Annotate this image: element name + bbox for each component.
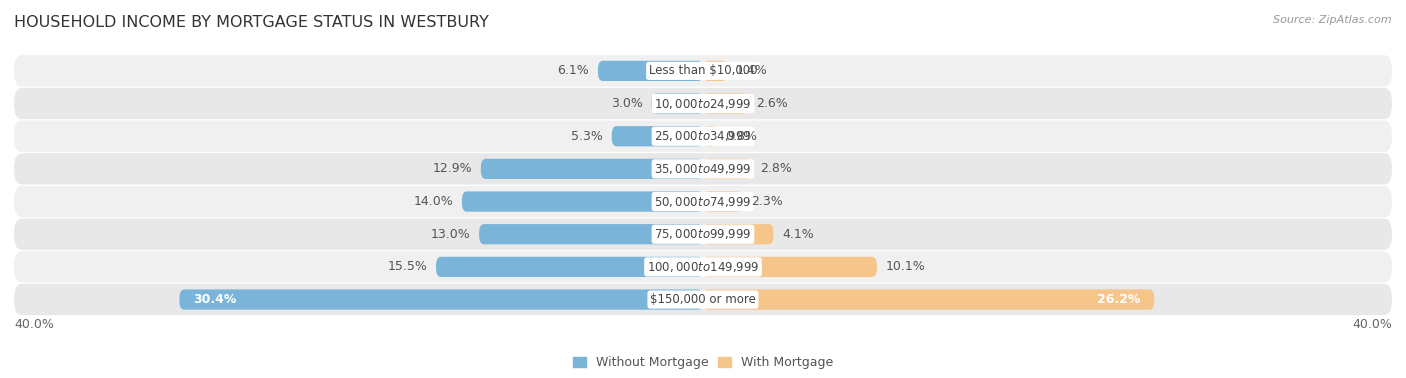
FancyBboxPatch shape: [180, 290, 703, 310]
FancyBboxPatch shape: [703, 126, 717, 146]
FancyBboxPatch shape: [703, 224, 773, 244]
Text: 40.0%: 40.0%: [14, 318, 53, 330]
FancyBboxPatch shape: [479, 224, 703, 244]
Text: $10,000 to $24,999: $10,000 to $24,999: [654, 96, 752, 110]
Legend: Without Mortgage, With Mortgage: Without Mortgage, With Mortgage: [574, 356, 832, 369]
Text: 26.2%: 26.2%: [1097, 293, 1140, 306]
Text: 1.4%: 1.4%: [735, 64, 768, 77]
FancyBboxPatch shape: [14, 284, 1392, 315]
Text: Source: ZipAtlas.com: Source: ZipAtlas.com: [1274, 15, 1392, 25]
FancyBboxPatch shape: [703, 61, 727, 81]
Text: $75,000 to $99,999: $75,000 to $99,999: [654, 227, 752, 241]
FancyBboxPatch shape: [436, 257, 703, 277]
Text: HOUSEHOLD INCOME BY MORTGAGE STATUS IN WESTBURY: HOUSEHOLD INCOME BY MORTGAGE STATUS IN W…: [14, 15, 489, 30]
Text: 6.1%: 6.1%: [558, 64, 589, 77]
FancyBboxPatch shape: [14, 55, 1392, 87]
FancyBboxPatch shape: [14, 121, 1392, 152]
FancyBboxPatch shape: [703, 159, 751, 179]
Text: 30.4%: 30.4%: [193, 293, 236, 306]
FancyBboxPatch shape: [14, 88, 1392, 119]
Text: 40.0%: 40.0%: [1353, 318, 1392, 330]
Text: 3.0%: 3.0%: [610, 97, 643, 110]
Text: $150,000 or more: $150,000 or more: [650, 293, 756, 306]
FancyBboxPatch shape: [14, 153, 1392, 184]
Text: 0.8%: 0.8%: [725, 130, 758, 143]
FancyBboxPatch shape: [14, 251, 1392, 283]
Text: 4.1%: 4.1%: [782, 228, 814, 241]
Text: $100,000 to $149,999: $100,000 to $149,999: [647, 260, 759, 274]
FancyBboxPatch shape: [703, 93, 748, 114]
Text: 14.0%: 14.0%: [413, 195, 453, 208]
Text: $35,000 to $49,999: $35,000 to $49,999: [654, 162, 752, 176]
Text: $50,000 to $74,999: $50,000 to $74,999: [654, 195, 752, 209]
FancyBboxPatch shape: [14, 218, 1392, 250]
Text: $25,000 to $34,999: $25,000 to $34,999: [654, 129, 752, 143]
FancyBboxPatch shape: [598, 61, 703, 81]
FancyBboxPatch shape: [703, 191, 742, 212]
Text: 15.5%: 15.5%: [388, 260, 427, 273]
FancyBboxPatch shape: [612, 126, 703, 146]
Text: Less than $10,000: Less than $10,000: [648, 64, 758, 77]
FancyBboxPatch shape: [703, 290, 1154, 310]
Text: 2.8%: 2.8%: [759, 163, 792, 175]
FancyBboxPatch shape: [651, 93, 703, 114]
Text: 10.1%: 10.1%: [886, 260, 925, 273]
FancyBboxPatch shape: [14, 186, 1392, 217]
FancyBboxPatch shape: [461, 191, 703, 212]
FancyBboxPatch shape: [481, 159, 703, 179]
Text: 2.3%: 2.3%: [751, 195, 783, 208]
Text: 5.3%: 5.3%: [571, 130, 603, 143]
Text: 13.0%: 13.0%: [430, 228, 471, 241]
FancyBboxPatch shape: [703, 257, 877, 277]
Text: 2.6%: 2.6%: [756, 97, 789, 110]
Text: 12.9%: 12.9%: [433, 163, 472, 175]
